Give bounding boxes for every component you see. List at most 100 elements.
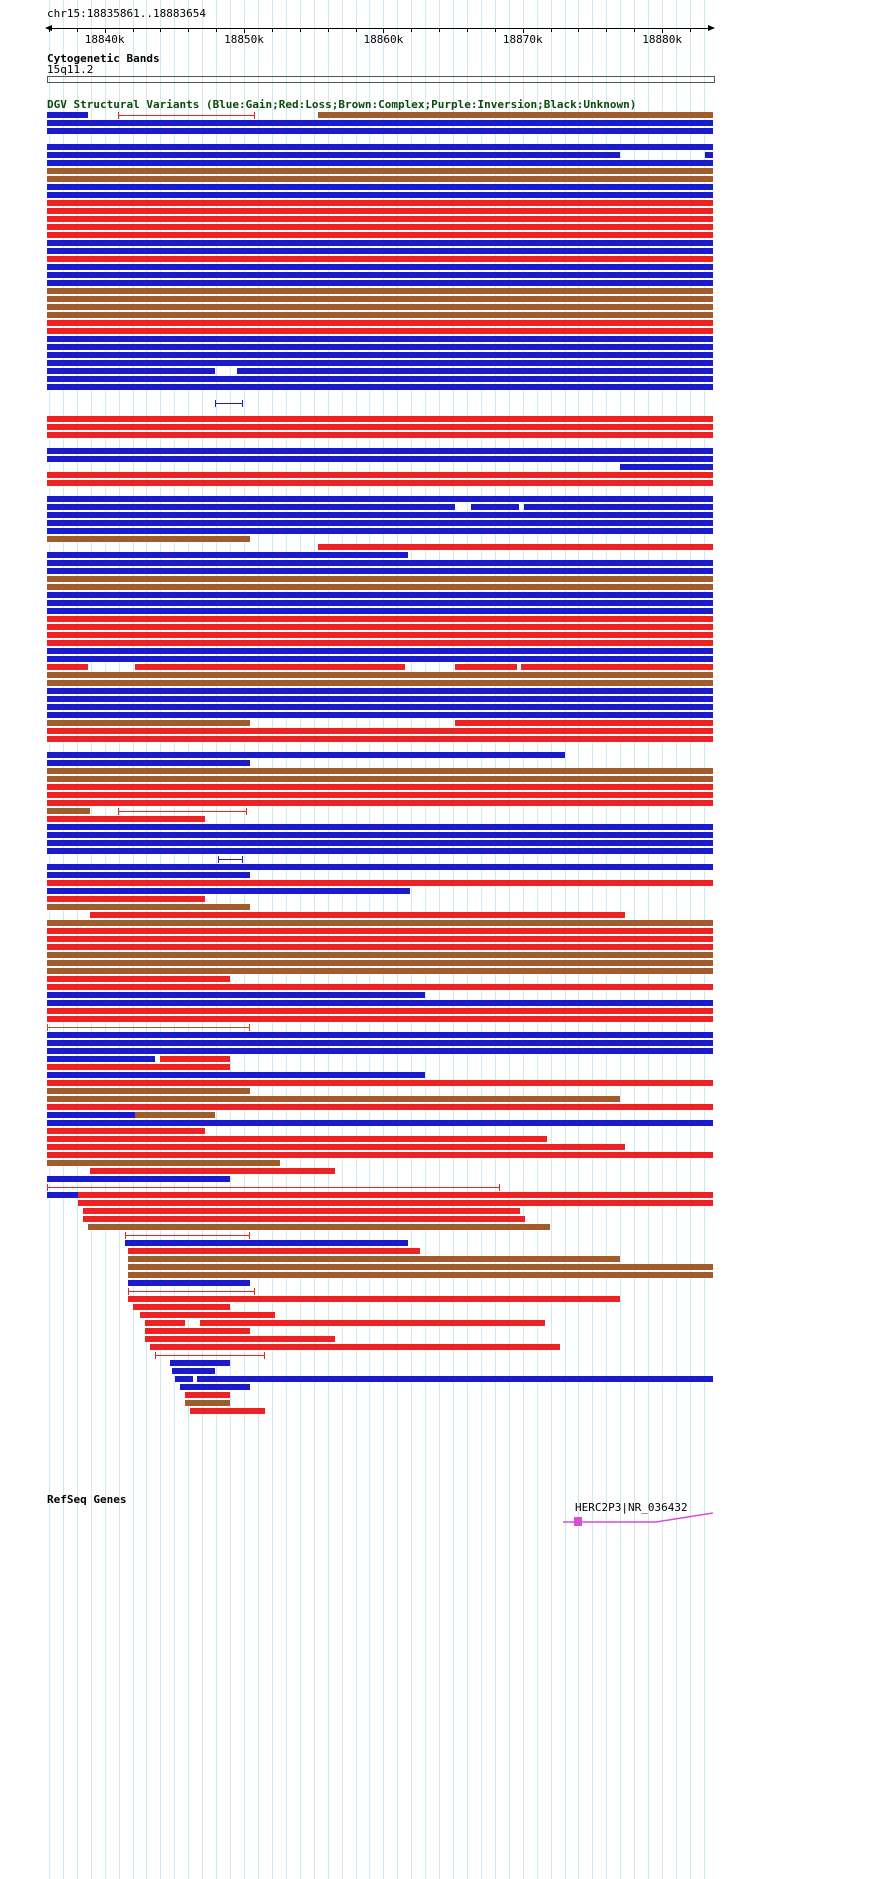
variant-bar[interactable] <box>47 1128 205 1134</box>
variant-bar[interactable] <box>47 152 620 158</box>
variant-bar[interactable] <box>47 296 713 302</box>
variant-bar[interactable] <box>317 112 713 118</box>
variant-bar[interactable] <box>47 1088 250 1094</box>
variant-bar[interactable] <box>47 504 455 510</box>
variant-bar[interactable] <box>705 152 713 158</box>
variant-bar[interactable] <box>47 944 713 950</box>
variant-bar[interactable] <box>78 1192 713 1198</box>
variant-line[interactable] <box>118 112 255 119</box>
variant-bar[interactable] <box>47 792 713 798</box>
variant-bar[interactable] <box>47 728 713 734</box>
variant-bar[interactable] <box>47 1192 78 1198</box>
variant-bar[interactable] <box>128 1264 713 1270</box>
variant-bar[interactable] <box>47 704 713 710</box>
variant-bar[interactable] <box>47 640 713 646</box>
variant-bar[interactable] <box>47 880 713 886</box>
variant-bar[interactable] <box>47 512 713 518</box>
variant-bar[interactable] <box>47 584 713 590</box>
variant-bar[interactable] <box>172 1368 215 1374</box>
variant-bar[interactable] <box>200 1320 545 1326</box>
variant-bar[interactable] <box>135 1112 215 1118</box>
variant-bar[interactable] <box>47 304 713 310</box>
variant-bar[interactable] <box>47 808 90 814</box>
variant-line[interactable] <box>118 808 247 815</box>
variant-bar[interactable] <box>190 1408 265 1414</box>
variant-bar[interactable] <box>47 328 713 334</box>
variant-bar[interactable] <box>47 872 250 878</box>
variant-bar[interactable] <box>47 864 713 870</box>
variant-bar[interactable] <box>47 520 713 526</box>
variant-bar[interactable] <box>47 1112 135 1118</box>
variant-bar[interactable] <box>47 904 250 910</box>
variant-bar[interactable] <box>145 1336 335 1342</box>
refseq-gene-glyph[interactable] <box>558 1510 720 1526</box>
variant-bar[interactable] <box>47 1016 713 1022</box>
variant-bar[interactable] <box>47 656 713 662</box>
variant-bar[interactable] <box>47 992 425 998</box>
variant-bar[interactable] <box>47 256 713 262</box>
variant-bar[interactable] <box>47 1056 155 1062</box>
variant-bar[interactable] <box>47 1104 713 1110</box>
variant-bar[interactable] <box>125 1240 408 1246</box>
variant-bar[interactable] <box>47 888 410 894</box>
variant-bar[interactable] <box>47 376 713 382</box>
variant-bar[interactable] <box>88 1224 550 1230</box>
variant-bar[interactable] <box>455 664 517 670</box>
variant-bar[interactable] <box>47 688 713 694</box>
variant-bar[interactable] <box>185 1400 230 1406</box>
variant-bar[interactable] <box>140 1312 275 1318</box>
variant-bar[interactable] <box>521 664 713 670</box>
variant-bar[interactable] <box>47 248 713 254</box>
variant-bar[interactable] <box>47 496 713 502</box>
variant-bar[interactable] <box>47 184 713 190</box>
variant-bar[interactable] <box>47 976 230 982</box>
variant-bar[interactable] <box>47 480 713 486</box>
variant-bar[interactable] <box>47 624 713 630</box>
variant-bar[interactable] <box>47 920 713 926</box>
variant-bar[interactable] <box>47 1176 230 1182</box>
variant-bar[interactable] <box>47 848 713 854</box>
variant-bar[interactable] <box>47 648 713 654</box>
variant-bar[interactable] <box>47 144 713 150</box>
variant-bar[interactable] <box>47 840 713 846</box>
variant-bar[interactable] <box>47 824 713 830</box>
variant-bar[interactable] <box>47 232 713 238</box>
variant-bar[interactable] <box>83 1216 525 1222</box>
variant-bar[interactable] <box>47 896 205 902</box>
variant-bar[interactable] <box>47 320 713 326</box>
variant-bar[interactable] <box>47 1040 713 1046</box>
variant-bar[interactable] <box>47 776 713 782</box>
variant-bar[interactable] <box>47 384 713 390</box>
variant-bar[interactable] <box>47 216 713 222</box>
variant-bar[interactable] <box>169 1360 230 1366</box>
variant-bar[interactable] <box>150 1344 560 1350</box>
variant-bar[interactable] <box>47 112 88 118</box>
variant-bar[interactable] <box>47 536 250 542</box>
variant-bar[interactable] <box>47 560 713 566</box>
variant-bar[interactable] <box>47 632 713 638</box>
variant-bar[interactable] <box>47 336 713 342</box>
variant-bar[interactable] <box>47 424 713 430</box>
variant-bar[interactable] <box>47 528 713 534</box>
variant-bar[interactable] <box>128 1256 620 1262</box>
variant-bar[interactable] <box>47 936 713 942</box>
variant-bar[interactable] <box>160 1056 230 1062</box>
variant-line[interactable] <box>47 1024 250 1031</box>
variant-bar[interactable] <box>47 312 713 318</box>
variant-bar[interactable] <box>47 192 713 198</box>
variant-bar[interactable] <box>47 264 713 270</box>
variant-bar[interactable] <box>47 968 713 974</box>
variant-line[interactable] <box>125 1232 250 1239</box>
variant-bar[interactable] <box>47 664 88 670</box>
variant-bar[interactable] <box>47 1096 620 1102</box>
variant-line[interactable] <box>155 1352 265 1359</box>
variant-bar[interactable] <box>47 752 565 758</box>
variant-bar[interactable] <box>47 736 713 742</box>
variant-bar[interactable] <box>47 1136 547 1142</box>
variant-bar[interactable] <box>145 1320 185 1326</box>
variant-bar[interactable] <box>620 464 713 470</box>
variant-bar[interactable] <box>78 1200 713 1206</box>
variant-bar[interactable] <box>128 1280 250 1286</box>
variant-bar[interactable] <box>47 552 408 558</box>
cytogenetic-band-box[interactable] <box>47 76 715 83</box>
